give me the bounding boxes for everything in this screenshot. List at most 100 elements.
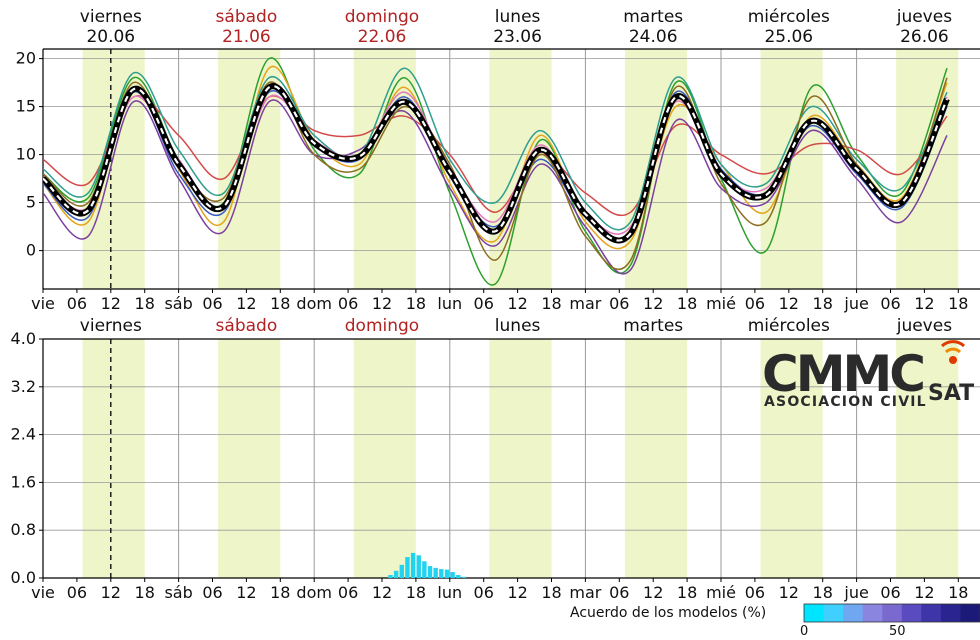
precip-bar xyxy=(422,561,427,578)
day-name-label: viernes xyxy=(80,7,142,27)
daylight-band xyxy=(82,49,145,289)
x-tick-label: 18 xyxy=(813,583,833,602)
colorbar-cell xyxy=(862,604,883,622)
x-tick-label: 06 xyxy=(338,294,358,313)
day-date-label: 24.06 xyxy=(629,27,678,47)
x-tick-label: vie xyxy=(31,294,55,313)
daylight-band xyxy=(760,339,823,578)
colorbar-cell xyxy=(921,604,942,622)
antenna-icon xyxy=(940,340,966,364)
ensemble-mean-dash xyxy=(43,84,949,242)
x-tick-label: dom xyxy=(296,294,332,313)
ensemble-lines xyxy=(43,57,950,286)
x-tick-label: 06 xyxy=(338,583,358,602)
precip-bar xyxy=(416,555,421,578)
daylight-band xyxy=(624,339,688,578)
day-date-label: 21.06 xyxy=(222,27,271,47)
logo-main-text: CMMC xyxy=(762,345,923,403)
day-name-label: domingo xyxy=(345,316,419,336)
day-name-label: martes xyxy=(623,7,683,27)
day-date-label: 23.06 xyxy=(493,27,542,47)
precip-bar xyxy=(388,575,393,578)
precip-bar xyxy=(439,569,444,578)
x-tick-label: 12 xyxy=(101,583,121,602)
x-tick-label: 12 xyxy=(372,583,392,602)
x-tick-label: 12 xyxy=(236,583,256,602)
day-date-label: 25.06 xyxy=(764,27,813,47)
y-tick-label: 3.2 xyxy=(11,377,36,396)
y-tick-label: 10 xyxy=(16,145,36,164)
precip-bar xyxy=(410,552,416,578)
day-date-label: 20.06 xyxy=(86,27,135,47)
colorbar-cell xyxy=(960,604,980,622)
x-tick-label: 18 xyxy=(541,583,561,602)
x-tick-label: mar xyxy=(569,294,601,313)
x-tick-label: lun xyxy=(437,294,462,313)
daylight-band xyxy=(489,339,552,578)
y-tick-label: 1.6 xyxy=(11,472,36,491)
x-tick-label: 12 xyxy=(779,583,799,602)
x-tick-label: 12 xyxy=(643,294,663,313)
x-tick-label: 06 xyxy=(880,583,900,602)
x-tick-label: 06 xyxy=(474,583,494,602)
temperature-panel: 0 5 10 15 20 vie 06 12 18 sáb 06 12 18 dom 06 12 18 lun 06… xyxy=(16,48,980,313)
x-tick-label: 12 xyxy=(914,583,934,602)
x-tick-label: 06 xyxy=(880,294,900,313)
x-tick-label: 12 xyxy=(507,583,527,602)
day-name-label: lunes xyxy=(495,7,541,27)
precip-bar xyxy=(450,572,455,578)
day-name-label: jueves xyxy=(896,316,952,336)
x-tick-label: 12 xyxy=(236,294,256,313)
x-tick-label: jue xyxy=(843,294,868,313)
precip-bar xyxy=(399,564,404,578)
x-tick-label: 06 xyxy=(67,583,87,602)
precip-bar xyxy=(427,566,433,578)
x-tick-label: 06 xyxy=(474,294,494,313)
colorbar-cell xyxy=(901,604,922,622)
day-name-label: viernes xyxy=(80,316,142,336)
x-tick-label: vie xyxy=(31,583,55,602)
colorbar-cell xyxy=(882,604,903,622)
cmmc-logo: CMMC SAT ASOCIACION CIVIL xyxy=(762,340,974,410)
x-tick-label: 18 xyxy=(677,583,697,602)
precip-bar xyxy=(444,569,450,578)
daylight-band xyxy=(896,339,959,578)
x-tick-label: 12 xyxy=(101,294,121,313)
colorbar-cell xyxy=(804,604,825,622)
x-tick-label: 06 xyxy=(202,294,222,313)
precip-bar xyxy=(433,567,438,578)
colorbar-cell xyxy=(940,604,961,622)
precip-bar xyxy=(456,575,461,578)
x-tick-label: mar xyxy=(569,583,601,602)
colorbar-tick-0: 0 xyxy=(800,624,808,639)
model-agreement-colorbar: Acuerdo de los modelos (%) 0 50 xyxy=(570,603,980,639)
daylight-band xyxy=(82,339,145,578)
x-tick-label: 06 xyxy=(202,583,222,602)
colorbar-frame xyxy=(803,603,980,623)
x-tick-label: 06 xyxy=(67,294,87,313)
x-tick-label: 12 xyxy=(643,583,663,602)
precip-bar xyxy=(393,570,399,578)
colorbar-tick-50: 50 xyxy=(889,624,906,639)
x-tick-label: 12 xyxy=(779,294,799,313)
day-name-label: domingo xyxy=(345,7,419,27)
x-tick-label: 18 xyxy=(541,294,561,313)
x-tick-label: 18 xyxy=(813,294,833,313)
colorbar-cell xyxy=(823,604,844,622)
y-tick-label: 0.0 xyxy=(11,568,36,587)
logo-sub-text: SAT xyxy=(928,381,974,406)
y-tick-label: 5 xyxy=(26,193,36,212)
x-tick-label: 18 xyxy=(135,583,155,602)
y-tick-label: 15 xyxy=(16,97,36,116)
x-tick-label: 18 xyxy=(270,294,290,313)
ensemble-member-line xyxy=(43,67,948,231)
day-date-label: 26.06 xyxy=(900,27,949,47)
day-header-middle: viernes sábado domingo lunes martes miércoles… xyxy=(80,316,952,336)
day-name-label: jueves xyxy=(896,7,952,27)
y-tick-label: 4.0 xyxy=(11,329,36,348)
x-tick-label: 18 xyxy=(406,583,426,602)
x-tick-label: sáb xyxy=(164,294,192,313)
x-tick-label: 18 xyxy=(270,583,290,602)
day-name-label: miércoles xyxy=(748,7,830,27)
